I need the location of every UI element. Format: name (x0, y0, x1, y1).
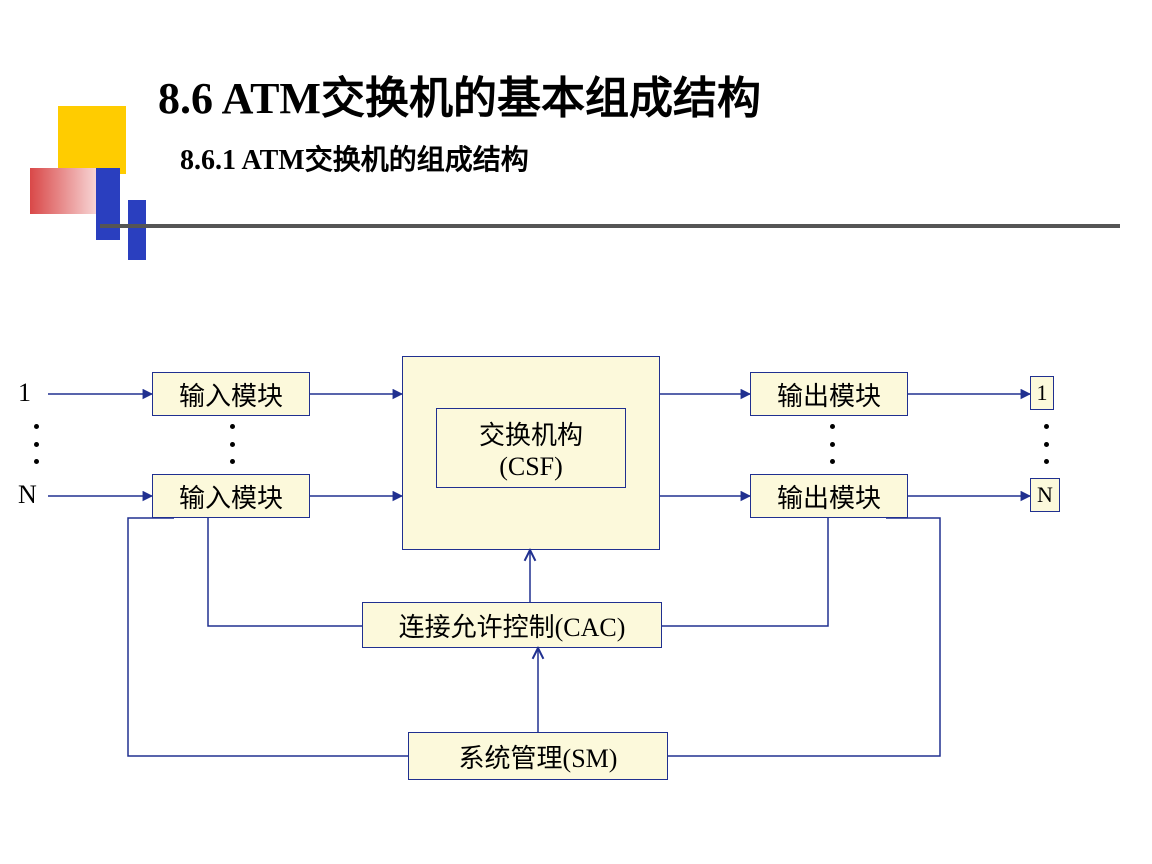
node-csf-inner: 交换机构 (CSF) (436, 408, 626, 488)
decor-blue-bar-2 (128, 200, 146, 260)
vdots-0 (32, 424, 40, 464)
node-outN: 输出模块 (750, 474, 908, 518)
vdots-3 (1042, 424, 1050, 464)
label-l1: 1 (18, 378, 31, 408)
vdots-1 (228, 424, 236, 464)
label-lN: N (18, 480, 37, 510)
node-in1: 输入模块 (152, 372, 310, 416)
node-out1: 输出模块 (750, 372, 908, 416)
node-sm: 系统管理(SM) (408, 732, 668, 780)
node-right-1: 1 (1030, 376, 1054, 410)
node-cac: 连接允许控制(CAC) (362, 602, 662, 648)
page-subtitle: 8.6.1 ATM交换机的组成结构 (180, 138, 529, 178)
node-inN: 输入模块 (152, 474, 310, 518)
decor-blue-bar-1 (96, 168, 120, 240)
page-title: 8.6 ATM交换机的基本组成结构 (158, 62, 761, 126)
node-right-N: N (1030, 478, 1060, 512)
vdots-2 (828, 424, 836, 464)
header-horizontal-rule (100, 224, 1120, 228)
decor-red-gradient (30, 168, 96, 214)
decor-yellow-square (58, 106, 126, 174)
